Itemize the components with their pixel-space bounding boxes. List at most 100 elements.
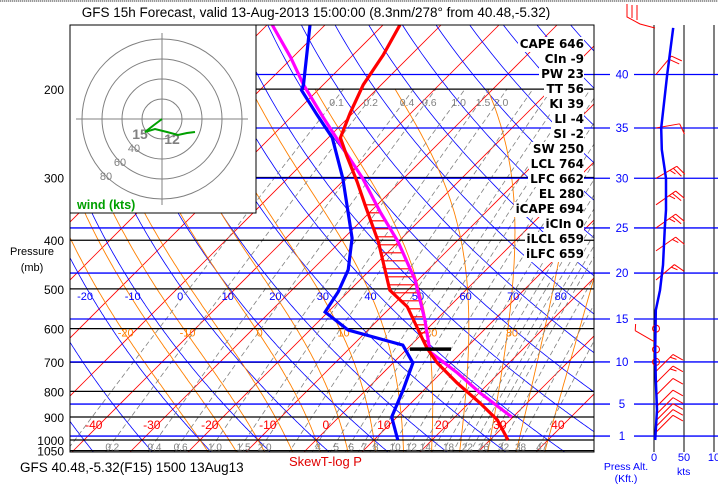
isotherm-line — [70, 25, 384, 339]
hodograph-ring-label: 40 — [128, 143, 140, 155]
barb-feather — [674, 264, 685, 272]
wind-barb-icon — [655, 377, 684, 396]
mixing-ratio-label: 18 — [443, 442, 455, 453]
mixing-ratio-label: 5 — [333, 442, 339, 453]
chart-type-label: SkewT-log P — [289, 454, 362, 469]
plot-frame — [69, 24, 595, 453]
index-el: EL 280 — [536, 187, 584, 202]
mixing-ratio-label: 0.6 — [422, 97, 437, 109]
barb-feather — [676, 165, 686, 175]
mixing-ratio-line — [236, 88, 490, 452]
speed-axis-label: 50 — [678, 452, 690, 464]
speed-axis-label: 0 — [651, 452, 657, 464]
mixing-ratio-label: 0.6 — [174, 442, 188, 453]
wind-barb-icon — [626, 4, 656, 29]
barb-feather — [672, 353, 684, 361]
index-sw: SW 250 — [530, 142, 584, 157]
height-label: 15 — [616, 314, 629, 326]
index-lfc: LFC 662 — [528, 172, 584, 187]
mixing-ratio-label: 4 — [315, 442, 321, 453]
height-label: 25 — [616, 223, 629, 235]
wind-barb-icon — [655, 409, 684, 427]
barb-feather — [672, 397, 684, 404]
pressure-tick-label: 300 — [44, 172, 64, 186]
dry-adiabat-label: 20 — [269, 291, 281, 303]
isotherm-line — [477, 335, 594, 452]
sounding-profiles — [270, 25, 513, 441]
dry-adiabat-label: 80 — [555, 291, 567, 303]
press-alt-line1: Press Alt. — [603, 461, 649, 473]
barb-feather — [675, 190, 685, 199]
dry-adiabat-label: -10 — [125, 291, 141, 303]
isotherm-line — [71, 25, 500, 452]
barb-feather — [672, 389, 684, 397]
height-label-bg — [610, 354, 634, 369]
mixing-ratio-label: 47 — [536, 442, 548, 453]
stability-indices: CAPE 646 CIn -9 PW 23 TT 56 KI 39 LI -4 … — [513, 37, 584, 262]
wind-barb-icon — [655, 389, 684, 408]
hodograph-point-label: 15 — [132, 126, 148, 142]
height-label: 40 — [616, 69, 629, 81]
press-alt-label: Press Alt. (Kft.) — [598, 461, 654, 484]
dry-adiabat-line — [625, 11, 718, 460]
height-label: 30 — [616, 173, 629, 185]
mixing-ratio-line — [535, 340, 594, 452]
mixing-ratio-label: 22 — [462, 442, 474, 453]
pressure-axis-title: Pressure — [9, 246, 55, 258]
height-label: 10 — [616, 357, 629, 369]
index-pw: PW 23 — [539, 67, 584, 82]
moist-adiabat-label: 30 — [506, 328, 518, 340]
height-label-bg — [610, 311, 634, 326]
barb-staff — [655, 403, 674, 421]
chart-title: GFS 15h Forecast, valid 13-Aug-2013 15:0… — [81, 5, 551, 20]
index-icape: iCAPE 694 — [513, 202, 584, 217]
mixing-ratio-label: 32 — [498, 442, 510, 453]
isotherm-label: 20 — [435, 418, 449, 432]
wind-barb-icon — [655, 353, 684, 372]
isotherm-label: 10 — [377, 418, 391, 432]
moist-adiabat-label: -20 — [118, 328, 134, 340]
wind-barb-icon — [655, 414, 684, 433]
mixing-ratio-label: 26 — [478, 442, 490, 453]
barb-staff — [655, 414, 674, 433]
barb-feather — [668, 58, 680, 65]
mixing-ratio-line — [469, 233, 594, 452]
isotherm-label: 0 — [322, 418, 329, 432]
mixing-ratio-line — [452, 208, 594, 452]
barb-feather — [669, 356, 677, 360]
barb-feather — [672, 403, 684, 410]
mixing-ratio-label: 1.0 — [208, 442, 222, 453]
isotherm-label: 40 — [551, 418, 565, 432]
parcel-trace — [270, 25, 513, 419]
barb-feather — [668, 195, 676, 200]
moist-adiabat-label: -10 — [180, 328, 196, 340]
wind-barb-icon — [634, 323, 657, 344]
dry-adiabat-label: 30 — [317, 291, 329, 303]
speed-unit-label: kts — [677, 466, 691, 478]
mixing-ratio-line — [484, 256, 594, 452]
pressure-tick-label: 400 — [44, 234, 64, 248]
barb-staff — [655, 389, 674, 408]
speed-axis-label: 10 — [708, 452, 718, 464]
mixing-ratio-line — [514, 303, 594, 452]
mixing-ratio-label: 1.0 — [451, 97, 466, 109]
height-label: 1 — [619, 431, 625, 443]
dewpoint-trace — [299, 25, 415, 441]
isotherm-label: -20 — [201, 418, 219, 432]
height-label-bg — [610, 266, 634, 281]
index-ilfc: iLFC 659 — [524, 247, 584, 262]
index-ki: KI 39 — [547, 97, 584, 112]
barb-feather — [672, 414, 684, 422]
barb-feather — [679, 123, 685, 135]
moist-adiabat-line — [70, 236, 209, 452]
mixing-ratio-line — [207, 88, 466, 452]
barb-staff — [655, 409, 674, 427]
barb-feather — [672, 192, 682, 202]
index-icin: iCIn 0 — [543, 217, 584, 232]
isotherm-line — [419, 277, 594, 452]
wind-barb-icon — [655, 264, 685, 281]
dry-adiabat-label: 60 — [460, 291, 472, 303]
isotherm-label: -10 — [259, 418, 277, 432]
